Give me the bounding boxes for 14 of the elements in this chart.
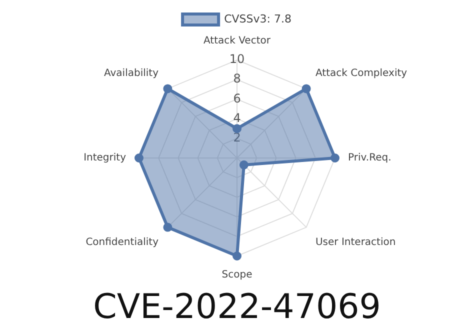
spoke-label: Attack Complexity	[315, 68, 408, 80]
y-tick-label: 4	[233, 110, 241, 125]
spoke-label: Priv.Req.	[348, 152, 392, 164]
y-tick-label: 6	[233, 91, 241, 106]
spoke-label: User Interaction	[315, 237, 396, 248]
y-tick-label: 8	[233, 72, 241, 86]
spoke-label: Attack Vector	[204, 36, 272, 47]
text: CVE-2022-47069	[92, 286, 382, 329]
spoke-label: Integrity	[84, 152, 126, 164]
spoke-label: Confidentiality	[86, 237, 159, 248]
spoke-label: Scope	[222, 270, 252, 281]
spoke-label: Availability	[104, 68, 159, 80]
y-tick-label: 10	[229, 52, 245, 66]
legend-label: CVSSv3: 7.8	[224, 12, 292, 26]
